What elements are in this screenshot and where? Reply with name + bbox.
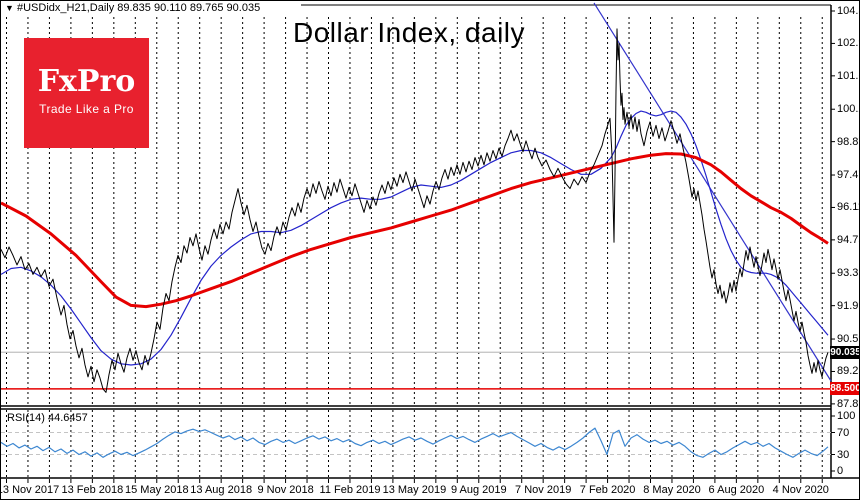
price-axis-label: 91.990	[837, 299, 859, 312]
date-axis-label: 7 Nov 2019	[515, 484, 572, 496]
rsi-line	[1, 427, 829, 458]
price-line	[1, 28, 829, 393]
fxpro-tagline: Trade Like a Pro	[39, 102, 134, 116]
rsi-indicator-label: RSI(14) 44.6457	[7, 412, 88, 424]
price-axis-label: 104.350	[837, 5, 859, 17]
price-axis-label: 87.870	[837, 397, 859, 410]
price-axis-label: 90.590	[837, 333, 859, 346]
price-axis-label: 98.870	[837, 135, 859, 148]
date-axis-label: 11 Feb 2019	[319, 484, 381, 496]
fxpro-logo: FxPro Trade Like a Pro	[24, 38, 149, 148]
price-axis-label: 89.230	[837, 365, 859, 378]
rsi-axis-label: 30	[837, 448, 850, 461]
date-axis-label: 9 Aug 2019	[450, 484, 507, 496]
descending-trendline[interactable]	[593, 2, 832, 382]
price-axis-label: 94.750	[837, 233, 859, 246]
price-axis-label: 101.630	[837, 69, 859, 82]
date-axis-label: 6 Aug 2020	[708, 484, 765, 496]
chart-expand-icon[interactable]: ▼	[5, 3, 14, 13]
date-axis-label: 4 Nov 2020	[772, 484, 829, 496]
price-axis-label: 96.110	[837, 201, 859, 214]
date-axis-label: 13 Aug 2018	[190, 484, 253, 496]
current-price-badge: 90.035	[830, 345, 860, 359]
rsi-axis-label: 70	[837, 426, 850, 439]
support-level-badge: 88.500	[830, 382, 860, 396]
symbol-ohlc-header: #USDidx_H21,Daily 89.835 90.110 89.765 9…	[17, 2, 267, 14]
date-axis-label: 13 May 2019	[382, 484, 447, 496]
date-axis-label: 13 Feb 2018	[61, 484, 124, 496]
chart-title: Dollar Index, daily	[292, 17, 526, 48]
fxpro-wordmark: FxPro	[37, 64, 136, 99]
rsi-axis-label: 100	[837, 410, 856, 422]
date-axis-label: 7 Feb 2020	[579, 484, 636, 496]
price-axis-label: 102.990	[837, 37, 859, 50]
date-axis-label: 13 Nov 2017	[0, 484, 60, 496]
date-axis-label: 8 May 2020	[643, 484, 701, 496]
moving-average-fast-line	[1, 110, 829, 366]
price-axis-label: 93.350	[837, 267, 859, 280]
date-axis-label: 15 May 2018	[124, 484, 189, 496]
date-axis-label: 9 Nov 2018	[257, 484, 314, 496]
price-axis-label: 100.230	[837, 103, 859, 116]
rsi-axis-label: 0	[837, 465, 844, 477]
price-axis-label: 97.470	[837, 169, 859, 182]
